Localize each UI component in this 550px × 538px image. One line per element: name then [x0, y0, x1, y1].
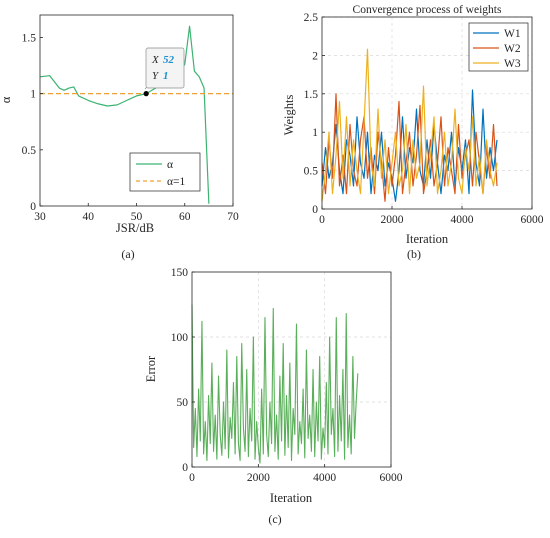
- chart-a-ytick-label: 1.5: [22, 32, 37, 44]
- panel-label-b: (b): [407, 247, 421, 261]
- chart-a-xtick-label: 30: [34, 211, 46, 223]
- chart-a-xtick-label: 70: [227, 211, 239, 223]
- datatip-y-value: 1: [163, 70, 169, 82]
- datatip-y-key: Y: [152, 70, 160, 82]
- chart-c-xtick-label: 2000: [247, 472, 270, 484]
- datatip-marker: [143, 91, 149, 97]
- chart-panel-c: 0 2000 4000 6000 0 50 100 150 Iteration Error (…: [144, 267, 403, 526]
- legend-a-label-alpha: α: [167, 159, 173, 171]
- chart-b-ytick-label: 1.5: [304, 89, 319, 101]
- chart-a-xtick-label: 40: [83, 211, 95, 223]
- series-c-s0-line: [191, 304, 359, 464]
- panel-label-a: (a): [121, 247, 134, 261]
- chart-a-ytick-label: 1: [30, 89, 36, 101]
- datatip-x-key: X: [151, 54, 160, 66]
- chart-a-ytick-label: 0.5: [22, 145, 37, 157]
- series-b-w2-line: [321, 93, 498, 202]
- chart-b-ytick-label: 2: [312, 50, 318, 62]
- legend-b-label-w3: W3: [504, 58, 521, 70]
- chart-c-xlabel: Iteration: [270, 491, 313, 505]
- chart-c-ytick-label: 100: [171, 332, 189, 344]
- chart-b-ytick-label: 1: [312, 127, 318, 139]
- chart-a-xtick-label: 50: [131, 211, 143, 223]
- series-b-w3-line: [321, 48, 498, 202]
- chart-c-frame: [191, 271, 392, 468]
- chart-b-ytick-label: 2.5: [304, 12, 319, 24]
- chart-b-legend: W1 W2 W3: [468, 22, 529, 72]
- chart-b-xtick-label: 6000: [521, 214, 544, 226]
- chart-a-ytick-label: 0: [30, 201, 36, 213]
- chart-b-ylabel: Weights: [282, 95, 296, 136]
- chart-c-xtick-label: 4000: [313, 472, 336, 484]
- chart-b-xtick-label: 2000: [381, 214, 404, 226]
- chart-a-datatip: X 52 Y 1: [144, 47, 185, 90]
- chart-c-xtick-label: 0: [189, 472, 195, 484]
- chart-c-ytick-label: 0: [182, 462, 188, 474]
- legend-b-label-w1: W1: [504, 28, 521, 40]
- panel-label-c: (c): [268, 512, 281, 526]
- chart-panel-b: 0 2000 4000 6000 0 0.5 1 1.5 2 2.5 Convergence pr…: [282, 4, 544, 261]
- series-a---line: [39, 25, 210, 204]
- chart-c-ylabel: Error: [144, 355, 158, 382]
- legend-b-label-w2: W2: [504, 43, 521, 55]
- legend-a-label-alpha-1: α=1: [167, 176, 186, 188]
- chart-b-xtick-label: 4000: [451, 214, 474, 226]
- chart-a-ylabel: α: [0, 96, 13, 103]
- chart-a-xtick-label: 60: [179, 211, 191, 223]
- chart-c-xtick-label: 6000: [380, 472, 403, 484]
- chart-b-title: Convergence process of weights: [353, 4, 502, 16]
- chart-c-ytick-label: 50: [177, 397, 189, 409]
- chart-b-xtick-label: 0: [319, 214, 325, 226]
- chart-c-ytick-label: 150: [171, 267, 189, 279]
- chart-b-ytick-label: 0.5: [304, 166, 319, 178]
- chart-panel-a: 30 40 50 60 70 0 0.5 1 1.5 JSR/dB α α α=1 X 52 Y…: [0, 14, 239, 261]
- chart-a-xlabel: JSR/dB: [116, 221, 154, 235]
- chart-a-legend: α α=1: [129, 152, 201, 192]
- chart-b-ytick-label: 0: [312, 204, 318, 216]
- chart-b-frame: [321, 16, 533, 210]
- datatip-x-value: 52: [163, 54, 175, 66]
- chart-b-xlabel: Iteration: [406, 232, 449, 246]
